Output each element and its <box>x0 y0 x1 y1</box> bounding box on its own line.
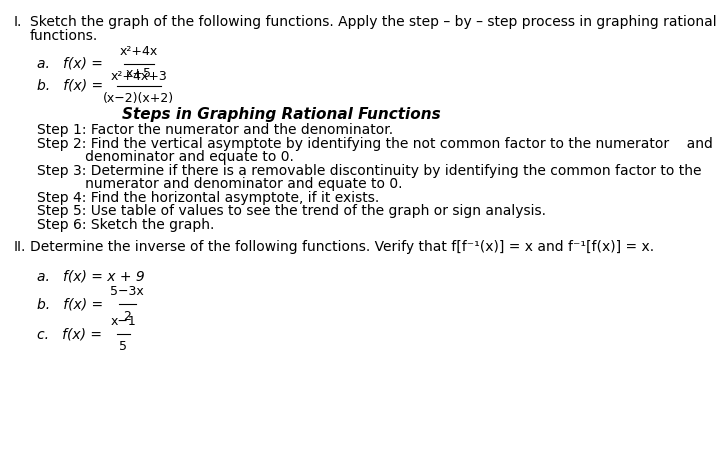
Text: a.   f(x) = x + 9: a. f(x) = x + 9 <box>37 270 145 284</box>
Text: x−1: x−1 <box>110 315 136 328</box>
Text: b.   f(x) =: b. f(x) = <box>37 297 104 311</box>
Text: Step 4: Find the horizontal asymptote, if it exists.: Step 4: Find the horizontal asymptote, i… <box>37 191 379 205</box>
Text: Step 3: Determine if there is a removable discontinuity by identifying the commo: Step 3: Determine if there is a removabl… <box>37 164 702 178</box>
Text: Determine the inverse of the following functions. Verify that f[f⁻¹(x)] = x and : Determine the inverse of the following f… <box>30 240 654 254</box>
Text: (x−2)(x+2): (x−2)(x+2) <box>104 92 174 105</box>
Text: I.: I. <box>14 15 22 29</box>
Text: numerator and denominator and equate to 0.: numerator and denominator and equate to … <box>37 177 403 191</box>
Text: II.: II. <box>14 240 27 254</box>
Text: 5: 5 <box>120 340 127 353</box>
Text: 5−3x: 5−3x <box>110 285 144 298</box>
Text: Step 2: Find the vertical asymptote by identifying the not common factor to the : Step 2: Find the vertical asymptote by i… <box>37 137 714 151</box>
Text: Step 5: Use table of values to see the trend of the graph or sign analysis.: Step 5: Use table of values to see the t… <box>37 204 546 218</box>
Text: 2: 2 <box>123 310 131 323</box>
Text: Steps in Graphing Rational Functions: Steps in Graphing Rational Functions <box>122 107 441 122</box>
Text: Step 1: Factor the numerator and the denominator.: Step 1: Factor the numerator and the den… <box>37 123 394 137</box>
Text: denominator and equate to 0.: denominator and equate to 0. <box>37 150 294 164</box>
Text: Sketch the graph of the following functions. Apply the step – by – step process : Sketch the graph of the following functi… <box>30 15 716 29</box>
Text: functions.: functions. <box>30 29 98 43</box>
Text: a.   f(x) =: a. f(x) = <box>37 57 104 71</box>
Text: c.   f(x) =: c. f(x) = <box>37 327 102 341</box>
Text: x²+4x: x²+4x <box>120 45 158 58</box>
Text: x+5: x+5 <box>126 67 152 80</box>
Text: b.   f(x) =: b. f(x) = <box>37 79 104 93</box>
Text: x²+4x+3: x²+4x+3 <box>111 70 167 83</box>
Text: Step 6: Sketch the graph.: Step 6: Sketch the graph. <box>37 218 215 232</box>
